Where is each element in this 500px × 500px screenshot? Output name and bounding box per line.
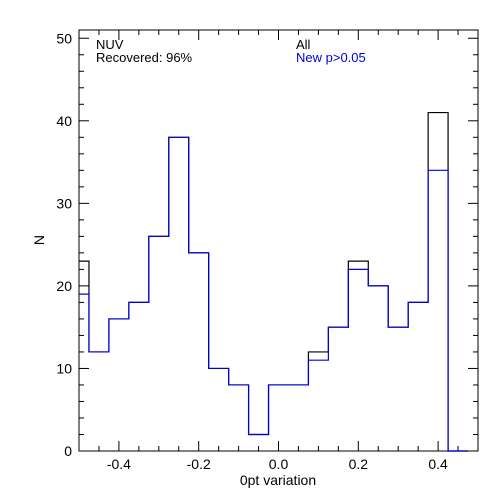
series-all-line <box>79 111 469 452</box>
legend-new: New p>0.05 <box>296 50 366 65</box>
y-tick-label: 50 <box>56 30 72 46</box>
annotation-band: NUV <box>96 37 124 52</box>
x-tick-label: 0.4 <box>428 456 448 472</box>
y-tick-label: 20 <box>56 278 72 294</box>
x-tick-label: 0.2 <box>349 456 369 472</box>
y-tick-label: 30 <box>56 195 72 211</box>
x-axis-label: 0pt variation <box>240 472 316 488</box>
x-axis-ticks: -0.4 -0.2 0.0 0.2 0.4 <box>78 30 479 472</box>
series-new-line <box>79 136 469 452</box>
y-tick-label: 10 <box>56 360 72 376</box>
y-tick-label: 0 <box>64 443 72 459</box>
annotation-recovered: Recovered: 96% <box>96 50 193 65</box>
x-tick-label: 0.0 <box>269 456 289 472</box>
plot-frame <box>78 29 479 452</box>
y-tick-label: 40 <box>56 113 72 129</box>
x-tick-label: -0.4 <box>107 456 131 472</box>
legend-all: All <box>296 37 311 52</box>
y-axis-label: N <box>31 235 47 245</box>
series-layer <box>79 111 469 452</box>
x-tick-label: -0.2 <box>187 456 211 472</box>
y-axis-ticks: 0 10 20 30 40 50 <box>56 30 478 459</box>
